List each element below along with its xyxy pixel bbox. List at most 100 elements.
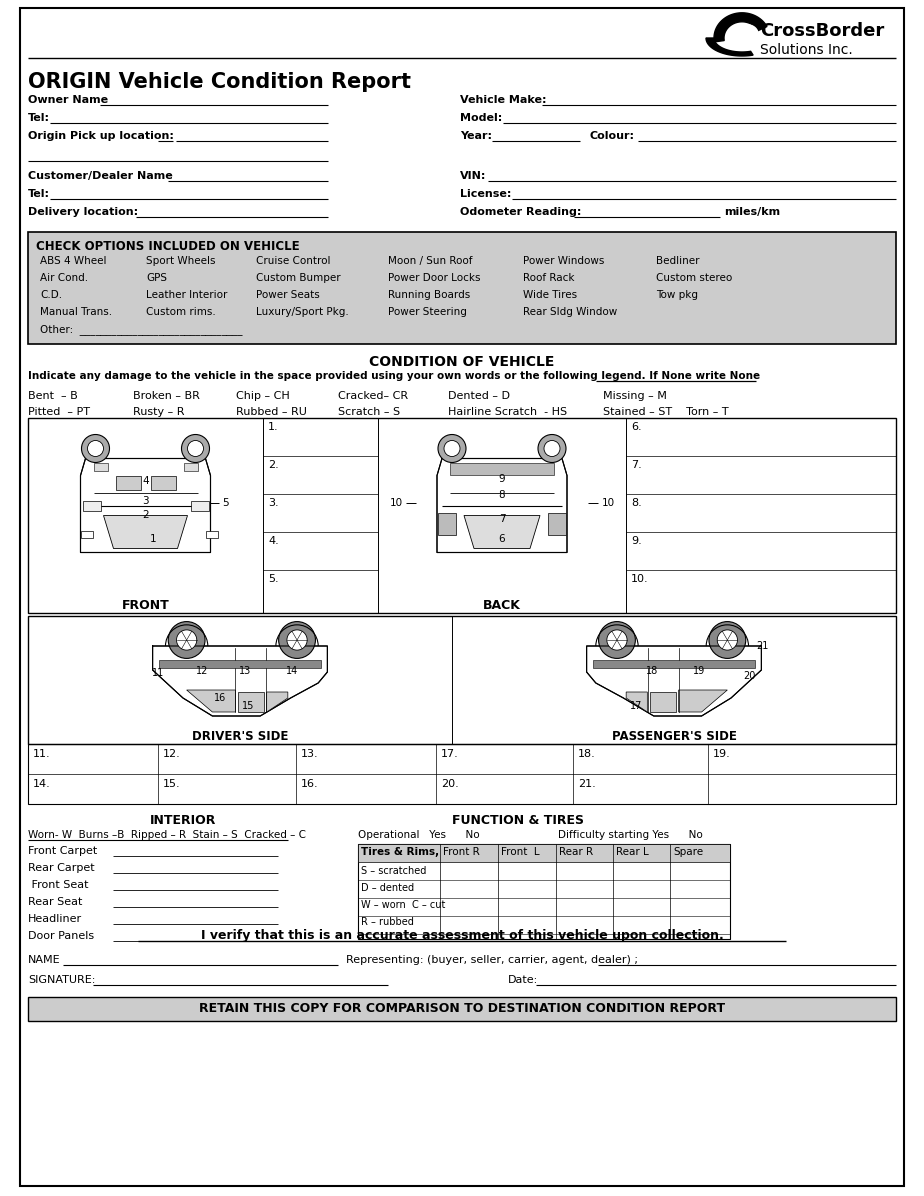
Text: 3: 3	[142, 495, 149, 506]
Text: S – scratched: S – scratched	[361, 866, 426, 875]
Text: 8: 8	[499, 489, 505, 500]
Circle shape	[88, 440, 103, 457]
Text: 1.: 1.	[268, 422, 279, 432]
Bar	[205, 531, 217, 537]
Text: Bent  – B: Bent – B	[28, 391, 78, 401]
Text: 8.: 8.	[631, 498, 642, 508]
Text: ABS 4 Wheel: ABS 4 Wheel	[40, 256, 106, 266]
Text: Tel:: Tel:	[28, 189, 50, 199]
Text: Odometer Reading:: Odometer Reading:	[460, 207, 581, 216]
Text: 21.: 21.	[578, 779, 596, 789]
Polygon shape	[464, 515, 540, 549]
Text: Rubbed – RU: Rubbed – RU	[236, 407, 307, 417]
Text: 19.: 19.	[713, 749, 731, 759]
Text: Cruise Control: Cruise Control	[256, 256, 331, 266]
Text: 5: 5	[222, 498, 229, 507]
Text: C.D.: C.D.	[40, 289, 62, 300]
Text: Air Cond.: Air Cond.	[40, 273, 88, 283]
Polygon shape	[678, 690, 727, 712]
Circle shape	[188, 440, 203, 457]
Text: Running Boards: Running Boards	[388, 289, 470, 300]
Text: Colour:: Colour:	[590, 132, 635, 141]
Text: License:: License:	[460, 189, 511, 199]
Text: Rear R: Rear R	[559, 847, 593, 858]
Polygon shape	[650, 692, 675, 712]
Text: 14.: 14.	[33, 779, 51, 789]
Text: Representing: (buyer, seller, carrier, agent, dealer) ;: Representing: (buyer, seller, carrier, a…	[346, 954, 638, 965]
Text: 16: 16	[213, 692, 226, 703]
Polygon shape	[80, 458, 211, 553]
Text: 3.: 3.	[268, 498, 279, 508]
Text: W – worn  C – cut: W – worn C – cut	[361, 901, 445, 910]
Text: Headliner: Headliner	[28, 914, 82, 925]
Circle shape	[544, 440, 560, 457]
Text: Missing – M: Missing – M	[603, 391, 667, 401]
Circle shape	[709, 622, 746, 659]
Text: 11.: 11.	[33, 749, 51, 759]
Text: Customer/Dealer Name: Customer/Dealer Name	[28, 171, 173, 181]
Text: Tires & Rims,: Tires & Rims,	[361, 847, 439, 858]
Text: NAME: NAME	[28, 954, 61, 965]
Text: Tel:: Tel:	[28, 112, 50, 123]
Bar	[358, 844, 730, 939]
Text: GPS: GPS	[146, 273, 167, 283]
Text: Stained – ST    Torn – T: Stained – ST Torn – T	[603, 407, 729, 417]
Text: DRIVER'S SIDE: DRIVER'S SIDE	[192, 730, 288, 743]
Text: Operational   Yes      No: Operational Yes No	[358, 830, 480, 840]
Text: Rear L: Rear L	[616, 847, 649, 858]
Text: 17.: 17.	[441, 749, 458, 759]
Text: 7: 7	[499, 513, 505, 524]
Bar	[184, 463, 198, 470]
Text: 5.: 5.	[268, 574, 279, 584]
Polygon shape	[706, 38, 753, 56]
Text: 18: 18	[646, 666, 658, 676]
Text: Solutions Inc.: Solutions Inc.	[760, 43, 853, 57]
Text: Custom rims.: Custom rims.	[146, 307, 215, 317]
Text: 6.: 6.	[631, 422, 641, 432]
Text: RETAIN THIS COPY FOR COMPARISON TO DESTINATION CONDITION REPORT: RETAIN THIS COPY FOR COMPARISON TO DESTI…	[199, 1002, 725, 1015]
Text: Worn- W  Burns –B  Ripped – R  Stain – S  Cracked – C: Worn- W Burns –B Ripped – R Stain – S Cr…	[28, 830, 306, 840]
Polygon shape	[738, 25, 758, 43]
Text: 20: 20	[743, 671, 755, 681]
Text: Custom stereo: Custom stereo	[656, 273, 732, 283]
Text: 17: 17	[630, 701, 642, 710]
Polygon shape	[238, 692, 264, 712]
Polygon shape	[103, 515, 188, 549]
Text: Luxury/Sport Pkg.: Luxury/Sport Pkg.	[256, 307, 348, 317]
Text: Manual Trans.: Manual Trans.	[40, 307, 112, 317]
Text: Front Seat: Front Seat	[28, 880, 89, 890]
Text: miles/km: miles/km	[724, 207, 780, 216]
Text: Indicate any damage to the vehicle in the space provided using your own words or: Indicate any damage to the vehicle in th…	[28, 371, 760, 382]
Text: Other:  _______________________________: Other: _______________________________	[40, 324, 242, 335]
Bar	[593, 660, 755, 669]
Polygon shape	[187, 690, 236, 712]
Polygon shape	[626, 692, 648, 712]
Text: 11: 11	[152, 669, 164, 678]
Text: 19: 19	[693, 666, 705, 676]
Bar	[93, 463, 107, 470]
Polygon shape	[152, 646, 327, 716]
Text: ORIGIN Vehicle Condition Report: ORIGIN Vehicle Condition Report	[28, 72, 411, 92]
Text: 9: 9	[499, 474, 505, 483]
Circle shape	[538, 434, 566, 463]
Circle shape	[444, 440, 460, 457]
Text: 7.: 7.	[631, 460, 642, 470]
Text: Hairline Scratch  - HS: Hairline Scratch - HS	[448, 407, 567, 417]
Bar	[80, 531, 92, 537]
Bar	[190, 500, 209, 511]
Bar	[116, 476, 140, 489]
Text: Wide Tires: Wide Tires	[523, 289, 578, 300]
Circle shape	[279, 622, 315, 659]
Text: 4: 4	[142, 476, 149, 486]
Text: 2.: 2.	[268, 460, 279, 470]
Text: D – dented: D – dented	[361, 883, 414, 893]
Text: 10.: 10.	[631, 574, 649, 584]
Polygon shape	[714, 13, 767, 42]
Text: Front R: Front R	[443, 847, 480, 858]
Text: FUNCTION & TIRES: FUNCTION & TIRES	[452, 814, 584, 826]
Text: Power Door Locks: Power Door Locks	[388, 273, 480, 283]
Text: 4.: 4.	[268, 536, 279, 547]
Text: INTERIOR: INTERIOR	[150, 814, 216, 826]
Circle shape	[168, 622, 205, 659]
Text: Delivery location:: Delivery location:	[28, 207, 138, 216]
